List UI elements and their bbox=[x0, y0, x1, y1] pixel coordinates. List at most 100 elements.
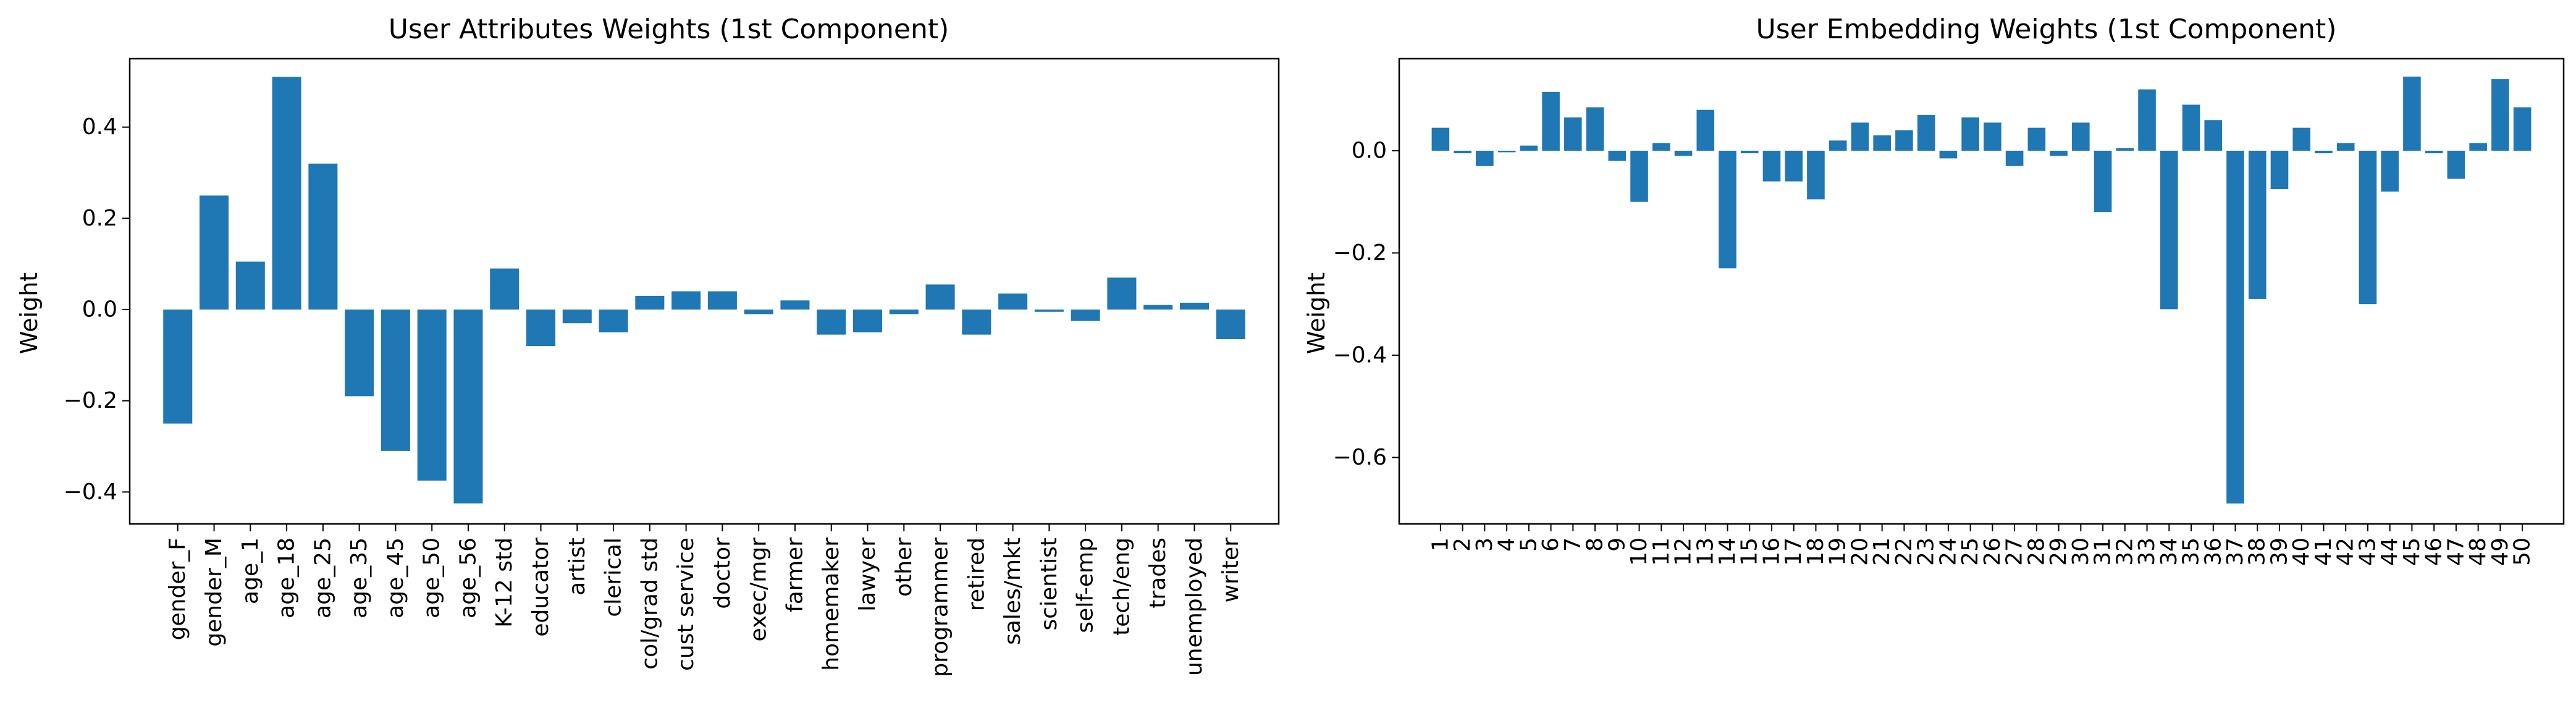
right-chart-x-tick-label: 25 bbox=[1958, 538, 1983, 566]
right-chart-bar bbox=[2005, 150, 2024, 166]
right-chart-x-tick-label: 31 bbox=[2090, 538, 2116, 566]
right-chart-plot-frame bbox=[1398, 57, 2565, 525]
left-chart-plot-frame bbox=[128, 57, 1280, 525]
right-chart-x-tick-label: 30 bbox=[2068, 538, 2094, 566]
left-chart-y-tick-label: 0.2 bbox=[82, 206, 117, 231]
right-chart-bar bbox=[2447, 150, 2465, 179]
left-chart-bar bbox=[272, 77, 301, 310]
right-chart-x-tick-label: 5 bbox=[1516, 538, 1541, 552]
right-chart-bar bbox=[1719, 150, 1736, 269]
right-chart-x-tick-label: 11 bbox=[1649, 538, 1674, 566]
left-chart-bar bbox=[200, 195, 229, 310]
left-chart-bar bbox=[1179, 302, 1209, 310]
left-chart-x-tick-label: artist bbox=[565, 538, 590, 596]
left-chart-bar bbox=[744, 310, 773, 314]
left-chart-bar bbox=[345, 310, 374, 397]
right-chart-y-tick-label: 0.0 bbox=[1352, 138, 1387, 163]
left-chart: User Attributes Weights (1st Component) … bbox=[15, 14, 1280, 677]
right-chart-x-tick-label: 27 bbox=[2002, 538, 2027, 566]
left-chart-x-tick-label: programmer bbox=[928, 538, 953, 677]
left-chart-x-tick-label: cust service bbox=[673, 538, 699, 671]
right-chart-bar bbox=[1564, 117, 1582, 151]
left-chart-x-tick-label: clerical bbox=[601, 538, 626, 617]
right-chart-x-tick-label: 21 bbox=[1869, 538, 1895, 566]
left-chart-bar bbox=[671, 291, 701, 310]
right-chart-bar bbox=[1939, 150, 1958, 159]
right-chart-bar bbox=[1740, 150, 1759, 154]
right-chart-x-tick-label: 34 bbox=[2157, 538, 2182, 566]
right-chart-x-tick-label: 46 bbox=[2422, 538, 2447, 566]
left-chart-bar bbox=[1034, 310, 1064, 312]
right-chart-x-tick-label: 23 bbox=[1914, 538, 1939, 566]
left-chart-x-tick-label: age_50 bbox=[419, 538, 445, 618]
left-chart-x-tick-label: other bbox=[891, 538, 917, 597]
left-chart-y-tick-label: −0.4 bbox=[64, 479, 117, 505]
right-chart-bars bbox=[1431, 76, 2532, 504]
right-chart-x-tick-label: 15 bbox=[1737, 538, 1762, 566]
right-chart-x-tick-label: 22 bbox=[1892, 538, 1917, 566]
left-chart-bar bbox=[490, 268, 520, 310]
right-chart-bar bbox=[1630, 150, 1648, 202]
right-chart-bar bbox=[2381, 150, 2399, 192]
right-chart-x-tick-label: 36 bbox=[2200, 538, 2226, 566]
right-chart-x-tick-label: 26 bbox=[1980, 538, 2005, 566]
right-chart-bar bbox=[1829, 140, 1847, 151]
right-chart-bar bbox=[2160, 150, 2178, 310]
right-chart-x-tick-label: 10 bbox=[1627, 538, 1652, 566]
right-chart-bar bbox=[1542, 91, 1560, 151]
left-chart-bar bbox=[852, 310, 883, 332]
right-chart-bar bbox=[1586, 107, 1604, 151]
right-chart-x-tick-label: 38 bbox=[2245, 538, 2270, 566]
right-chart-bar bbox=[2226, 150, 2244, 504]
right-chart-bar bbox=[1807, 150, 1825, 200]
right-chart-bar bbox=[1608, 150, 1627, 161]
left-chart-bar bbox=[635, 295, 665, 310]
left-chart-x-tick-label: age_45 bbox=[383, 538, 408, 618]
right-chart-x-tick-label: 43 bbox=[2355, 538, 2380, 566]
left-chart-bar bbox=[599, 310, 628, 332]
left-chart-x-tick-label: age_25 bbox=[310, 538, 335, 618]
right-chart-bar bbox=[2315, 150, 2333, 154]
right-chart-x-tick-label: 18 bbox=[1803, 538, 1829, 566]
right-chart-title: User Embedding Weights (1st Component) bbox=[1756, 14, 2337, 45]
left-chart-x-tick-label: retired bbox=[964, 538, 989, 611]
left-chart-x-tick-label: doctor bbox=[710, 538, 735, 609]
left-chart-bar bbox=[962, 310, 991, 335]
right-chart-bar bbox=[2050, 150, 2068, 156]
left-chart-x-tick-label: col/grad std bbox=[637, 538, 662, 670]
right-chart-bar bbox=[2072, 122, 2090, 151]
right-chart-x-tick-label: 7 bbox=[1560, 538, 1586, 552]
right-chart-bar bbox=[1961, 117, 1979, 151]
left-chart-bar bbox=[1216, 310, 1245, 340]
left-chart-bar bbox=[235, 261, 265, 310]
left-chart-x-tick-label: sales/mkt bbox=[1000, 538, 1025, 645]
right-chart-x-tick-label: 2 bbox=[1450, 538, 1475, 552]
right-chart-bar bbox=[1476, 150, 1494, 166]
left-chart-bar bbox=[163, 310, 193, 424]
left-chart-x-tick-label: self-emp bbox=[1073, 538, 1098, 633]
left-chart-x-tick-label: lawyer bbox=[855, 538, 880, 612]
right-chart-x-tick-label: 12 bbox=[1671, 538, 1696, 566]
left-chart-bar bbox=[1143, 305, 1173, 310]
right-chart-bar bbox=[2425, 150, 2443, 154]
right-chart-x-tick-label: 48 bbox=[2465, 538, 2491, 566]
right-chart-x-tick-label: 16 bbox=[1759, 538, 1784, 566]
right-chart-bar bbox=[1851, 122, 1869, 151]
right-chart-bar bbox=[1984, 122, 2001, 151]
left-chart-x-tick-label: homemaker bbox=[819, 538, 844, 671]
right-chart-x-ticks: 1234567891011121314151617181920212223242… bbox=[1428, 524, 2535, 566]
right-chart-x-tick-label: 35 bbox=[2179, 538, 2204, 566]
right-chart-x-tick-label: 42 bbox=[2333, 538, 2359, 566]
left-chart-x-ticks: gender_F gender_M age_1 age_18 age_25 age_35 a… bbox=[165, 524, 1244, 677]
right-chart-x-tick-label: 29 bbox=[2046, 538, 2071, 566]
left-chart-y-tick-label: 0.4 bbox=[82, 114, 117, 140]
left-chart-x-tick-label: exec/mgr bbox=[746, 538, 772, 642]
right-chart-bar bbox=[2359, 150, 2377, 305]
left-chart-title: User Attributes Weights (1st Component) bbox=[389, 14, 949, 45]
left-chart-y-axis-label: Weight bbox=[15, 272, 43, 354]
right-chart-bar bbox=[1895, 130, 1913, 151]
left-chart-x-tick-label: K-12 std bbox=[492, 538, 517, 628]
left-chart-bar bbox=[817, 310, 846, 335]
left-chart-x-tick-label: writer bbox=[1218, 538, 1244, 603]
left-chart-x-tick-label: gender_F bbox=[165, 538, 190, 640]
